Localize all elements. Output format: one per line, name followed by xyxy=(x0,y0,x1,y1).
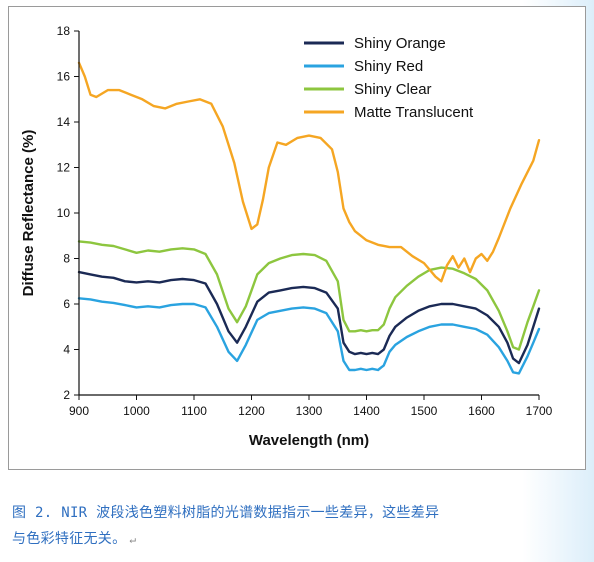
legend-label-shiny-clear: Shiny Clear xyxy=(354,81,432,98)
x-tick-label: 1400 xyxy=(353,404,380,418)
y-axis-title: Diffuse Reflectance (%) xyxy=(20,130,37,297)
caption-line-2: 与色彩特征无关。 ↵ xyxy=(12,526,584,553)
legend: Shiny Orange Shiny Red Shiny Clear Matte Tr… xyxy=(304,35,474,121)
x-tick-label: 1200 xyxy=(238,404,265,418)
y-tick-label: 12 xyxy=(57,161,71,175)
legend-label-shiny-red: Shiny Red xyxy=(354,58,423,75)
y-tick-label: 2 xyxy=(63,388,70,402)
x-tick-label: 1300 xyxy=(296,404,323,418)
axis-ticks: 900 1000 1100 1200 1300 1400 1500 1600 1700 2 4 6 8 1… xyxy=(57,24,553,418)
y-tick-label: 18 xyxy=(57,24,71,38)
x-axis-title: Wavelength (nm) xyxy=(249,432,369,449)
line-chart: 900 1000 1100 1200 1300 1400 1500 1600 1700 2 4 6 8 1… xyxy=(20,24,553,449)
caption-line-1: 图 2. NIR 波段浅色塑料树脂的光谱数据指示一些差异，这些差异 xyxy=(12,505,440,521)
x-tick-label: 1500 xyxy=(411,404,438,418)
x-tick-label: 1100 xyxy=(181,404,207,418)
y-tick-label: 16 xyxy=(57,70,71,84)
legend-label-matte-translucent: Matte Translucent xyxy=(354,104,474,121)
x-tick-label: 1000 xyxy=(123,404,150,418)
x-tick-label: 1600 xyxy=(468,404,495,418)
y-tick-label: 10 xyxy=(57,206,71,220)
x-tick-label: 1700 xyxy=(526,404,553,418)
return-mark: ↵ xyxy=(129,533,137,546)
x-tick-label: 900 xyxy=(69,404,89,418)
y-tick-label: 14 xyxy=(57,115,71,129)
series-line-shiny-clear xyxy=(77,240,541,351)
figure-caption: 图 2. NIR 波段浅色塑料树脂的光谱数据指示一些差异，这些差异 与色彩特征无… xyxy=(12,500,584,553)
caption-line-2-text: 与色彩特征无关。 xyxy=(12,531,127,547)
series-line-shiny-red xyxy=(77,297,541,375)
y-tick-label: 4 xyxy=(63,343,70,357)
figure-frame: 900 1000 1100 1200 1300 1400 1500 1600 1700 2 4 6 8 1… xyxy=(8,6,586,470)
legend-label-shiny-orange: Shiny Orange xyxy=(354,35,446,52)
y-tick-label: 8 xyxy=(63,252,70,266)
series-layer xyxy=(77,61,541,375)
series-line-matte-translucent xyxy=(77,61,541,283)
y-tick-label: 6 xyxy=(63,297,70,311)
axes xyxy=(78,31,539,396)
series-line-shiny-orange xyxy=(77,270,541,365)
